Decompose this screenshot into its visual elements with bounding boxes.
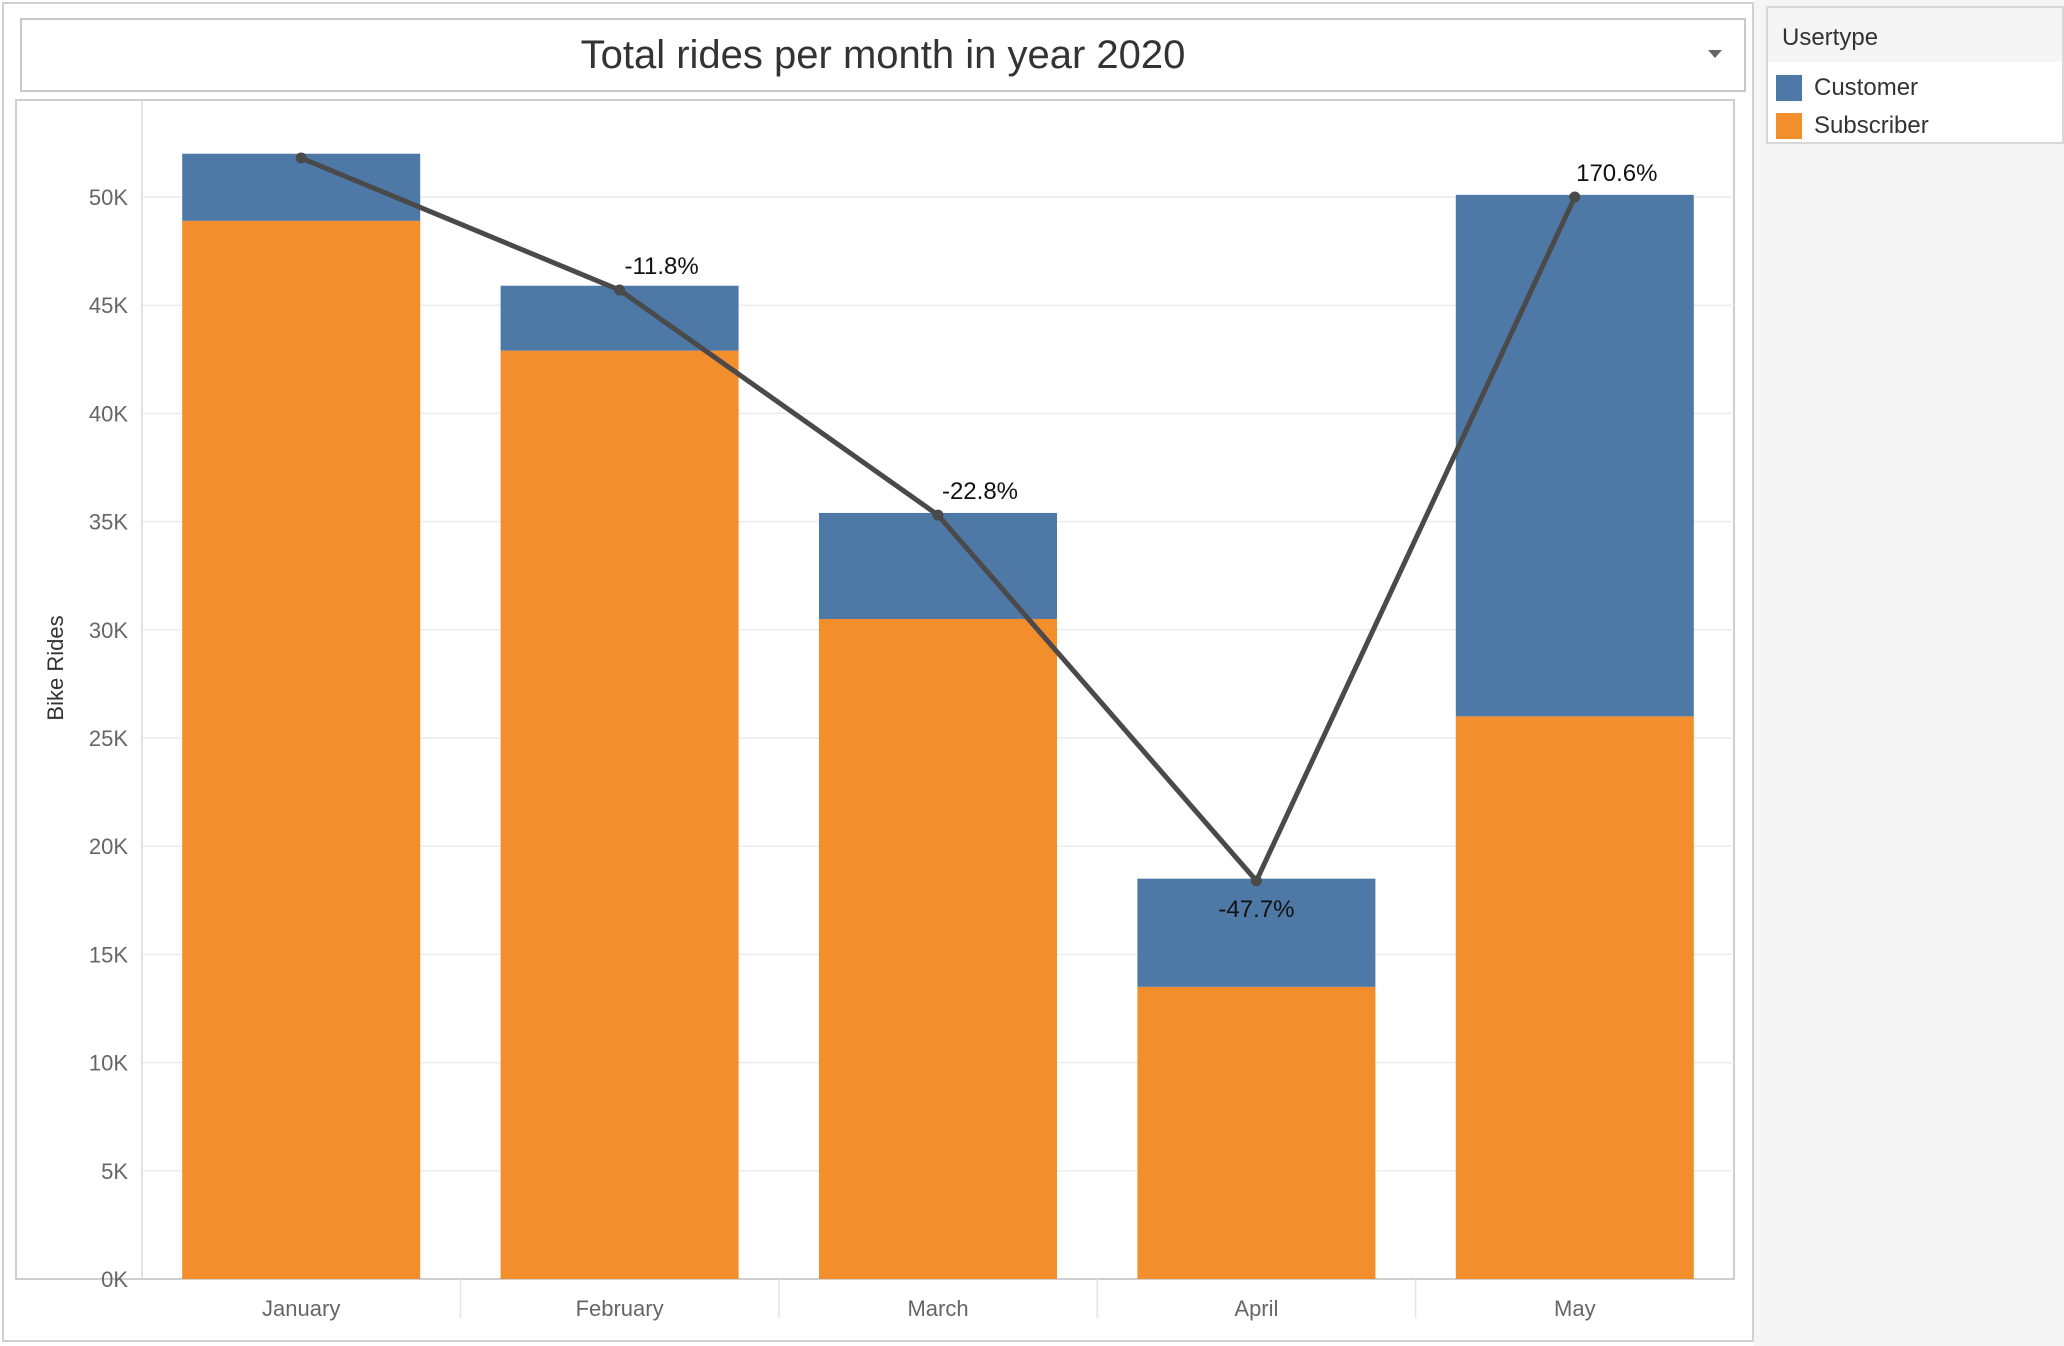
pct-change-label: -11.8% xyxy=(624,253,698,280)
bar-subscriber-may xyxy=(1455,716,1694,1279)
y-tick-label: 35K xyxy=(89,510,128,535)
right-panel xyxy=(1754,0,2064,1346)
bar-subscriber-april xyxy=(1137,986,1376,1279)
x-tick-label: January xyxy=(262,1296,340,1321)
x-tick-label: March xyxy=(907,1296,968,1321)
legend-swatch-customer xyxy=(1776,75,1802,101)
bar-customer-february xyxy=(500,285,739,351)
y-tick-label: 30K xyxy=(89,618,128,643)
legend-title: Usertype xyxy=(1782,24,1879,51)
x-tick-label: May xyxy=(1554,1296,1596,1321)
y-axis-title: Bike Rides xyxy=(43,615,68,720)
pct-change-point xyxy=(295,152,307,164)
chevron-down-icon[interactable] xyxy=(1708,50,1722,58)
legend-label-subscriber: Subscriber xyxy=(1814,112,1929,139)
legend-swatch-subscriber xyxy=(1776,113,1802,139)
pct-change-point xyxy=(1569,191,1581,203)
legend-item-subscriber[interactable]: Subscriber xyxy=(1776,108,1929,144)
bar-customer-january xyxy=(182,153,421,221)
y-tick-label: 15K xyxy=(89,942,128,967)
chart-title: Total rides per month in year 2020 xyxy=(580,32,1186,77)
y-tick-label: 10K xyxy=(89,1051,128,1076)
title-bar: Total rides per month in year 2020 xyxy=(20,18,1746,92)
y-tick-label: 5K xyxy=(101,1159,128,1184)
legend-label-customer: Customer xyxy=(1814,74,1919,101)
bar-subscriber-march xyxy=(819,618,1057,1279)
bar-subscriber-january xyxy=(182,220,421,1280)
pct-change-point xyxy=(932,509,944,521)
bar-customer-april xyxy=(1137,878,1376,987)
pct-change-point xyxy=(1250,875,1262,887)
pct-change-point xyxy=(614,284,626,296)
y-tick-label: 25K xyxy=(89,726,128,751)
bar-customer-march xyxy=(819,512,1057,619)
y-tick-label: 50K xyxy=(89,185,128,210)
x-tick-label: February xyxy=(576,1296,664,1321)
chart-plot: 0K 5K 10K 15K 20K 25K 30K 35K 40K 45K 50K Bike Ride… xyxy=(15,99,1735,1321)
x-tick-label: April xyxy=(1234,1296,1278,1321)
legend-header: Usertype xyxy=(1768,8,2062,62)
y-tick-label: 45K xyxy=(89,293,128,318)
legend: Usertype Customer Subscriber xyxy=(1766,6,2064,144)
pct-change-label: -47.7% xyxy=(1218,896,1294,923)
y-tick-label: 20K xyxy=(89,834,128,859)
bar-subscriber-february xyxy=(500,350,739,1279)
pct-change-label: -22.8% xyxy=(942,478,1018,505)
y-tick-label: 0K xyxy=(101,1267,128,1292)
pct-change-label: 170.6% xyxy=(1576,160,1657,187)
legend-item-customer[interactable]: Customer xyxy=(1776,70,1918,106)
bar-customer-may xyxy=(1455,194,1694,717)
y-tick-label: 40K xyxy=(89,401,128,426)
